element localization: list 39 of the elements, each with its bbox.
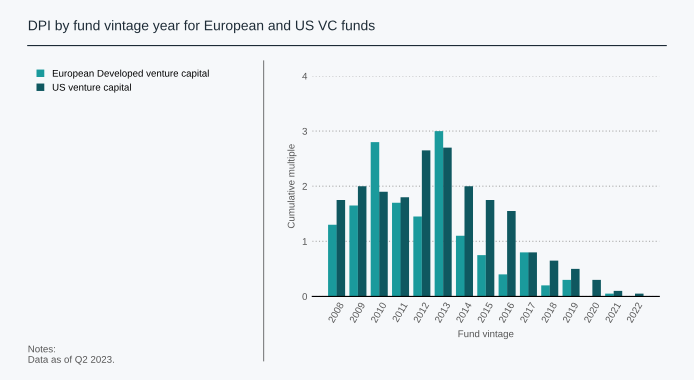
bar <box>592 280 601 296</box>
bar <box>550 260 558 296</box>
bar <box>379 192 388 296</box>
bar <box>400 197 410 296</box>
y-tick-label: 2 <box>302 182 307 190</box>
bar <box>614 290 622 296</box>
legend-label: US venture capital <box>52 84 131 93</box>
y-tick-label: 1 <box>302 238 307 245</box>
bar <box>477 255 486 296</box>
bar <box>328 224 337 296</box>
bar <box>507 210 516 296</box>
bar <box>434 131 444 296</box>
y-tick-label: 4 <box>302 72 308 80</box>
bar <box>456 236 464 296</box>
bar <box>528 252 537 296</box>
bar <box>413 216 422 296</box>
legend-label: European Developed venture capital <box>52 70 209 79</box>
bar <box>336 200 346 296</box>
bar <box>571 268 580 296</box>
chart-title: DPI by fund vintage year for European and US VC funds <box>28 20 375 34</box>
bar <box>541 285 550 296</box>
bar <box>562 280 572 296</box>
bar <box>464 186 474 296</box>
bar <box>520 252 528 296</box>
x-axis-title: Fund vintage <box>458 330 514 340</box>
bar <box>370 142 380 296</box>
bar <box>498 274 508 296</box>
y-tick-label: 3 <box>302 128 308 135</box>
bar <box>358 186 366 296</box>
bar <box>635 294 644 296</box>
y-axis-title: Cumulative multiple <box>287 144 296 228</box>
bar <box>443 148 452 296</box>
bar <box>486 200 494 296</box>
bar <box>605 294 614 296</box>
bar <box>349 205 358 296</box>
bar <box>422 150 430 296</box>
y-tick-label: 0 <box>302 293 308 300</box>
bar <box>392 202 401 296</box>
text: Notes: Data as of Q2 2023. <box>28 346 114 365</box>
